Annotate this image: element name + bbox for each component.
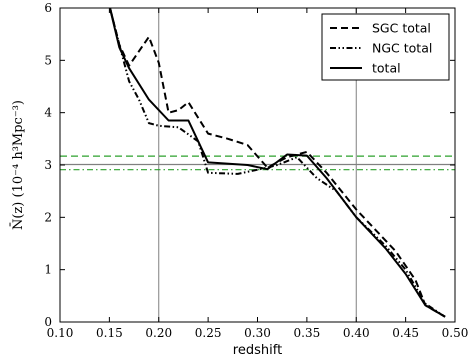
series-layer: [108, 8, 446, 318]
x-tick-label: 0.50: [442, 326, 469, 340]
axis-ticks: 0.10 0.15 0.20 0.25 0.30 0.35 0.40 0.45 0.50 0 1 2 3…: [44, 1, 468, 340]
y-tick-label: 2: [44, 210, 52, 224]
x-tick-label: 0.35: [294, 326, 321, 340]
x-tick-label: 0.45: [392, 326, 419, 340]
x-tick-label: 0.20: [145, 326, 172, 340]
legend-entry: SGC total: [372, 21, 431, 36]
series-line-total: [108, 8, 446, 318]
x-tick-label: 0.10: [47, 326, 74, 340]
x-tick-label: 0.15: [96, 326, 123, 340]
y-tick-label: 0: [44, 315, 52, 329]
series-line-sgc-total: [109, 8, 446, 318]
legend-entry: total: [372, 61, 401, 76]
y-tick-label: 6: [44, 1, 52, 15]
x-tick-label: 0.30: [244, 326, 271, 340]
legend: SGC total NGC total total: [321, 13, 450, 81]
y-tick-label: 4: [44, 106, 52, 120]
y-tick-label: 1: [44, 263, 52, 277]
x-tick-label: 0.25: [195, 326, 222, 340]
y-axis-label: N̄(z) (10⁻⁴ h³Mpc⁻³): [10, 100, 26, 230]
legend-entry: NGC total: [372, 41, 432, 56]
y-tick-label: 5: [44, 53, 52, 67]
x-tick-label: 0.40: [343, 326, 370, 340]
y-tick-label: 3: [44, 158, 52, 172]
x-axis-label: redshift: [233, 343, 282, 358]
series-line-ngc-total: [109, 8, 446, 318]
